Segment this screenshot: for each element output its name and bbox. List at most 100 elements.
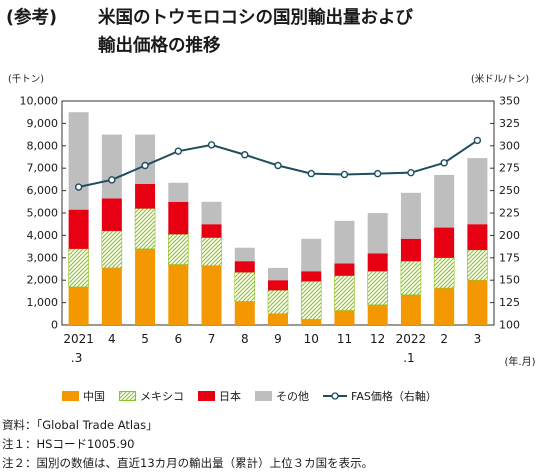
bar-mexico: [101, 230, 123, 269]
legend-label-fas: FAS価格（右軸）: [351, 390, 437, 403]
title-prefix: (参考): [6, 8, 57, 28]
legend-item-other: その他: [255, 388, 309, 404]
note-2: 注２：国別の数値は、直近13カ月の輸出量（累計）上位３カ国を表示。: [2, 456, 374, 470]
left-tick-label: 0: [51, 319, 58, 332]
fas-price-point: [307, 169, 315, 178]
bar-other: [135, 134, 156, 184]
legend-label-other: その他: [276, 390, 309, 403]
notes: 資料：「Global Trade Atlas」 注１：HSコード1005.90 …: [2, 416, 373, 473]
left-tick-label: 1,000: [27, 296, 59, 309]
x-tick-label: 7: [208, 332, 216, 346]
fas-price-point: [207, 141, 216, 149]
bar-china: [101, 267, 122, 325]
bar-mexico: [201, 237, 222, 266]
bar-other: [400, 192, 421, 239]
x-tick-label: 10: [304, 332, 319, 346]
right-tick-label: 150: [499, 274, 520, 287]
x-tick-label: 2022: [396, 332, 427, 346]
left-tick-label: 3,000: [27, 251, 59, 264]
x-tick-label: 5: [141, 332, 149, 346]
right-tick-label: 125: [499, 296, 520, 309]
bar-japan: [68, 209, 89, 249]
bar-japan: [101, 198, 122, 231]
left-axis-unit: (千トン): [8, 74, 44, 85]
bar-china: [400, 294, 421, 325]
bar-china: [135, 248, 156, 325]
bar-japan: [201, 224, 222, 238]
right-tick-label: 300: [499, 139, 520, 152]
x-tick-label: 2: [440, 332, 448, 346]
right-axis-unit: (米ドル/トン): [471, 74, 530, 85]
fas-price-point: [174, 147, 183, 155]
x-tick-label: 11: [337, 332, 352, 346]
bar-other: [201, 201, 222, 225]
legend: 中国 メキシコ 日本 その他 FAS価格（右軸）: [62, 388, 437, 404]
legend-swatch-other: [255, 391, 272, 401]
right-tick-label: 175: [499, 251, 520, 264]
bar-other: [234, 247, 255, 262]
left-tick-label: 7,000: [27, 162, 59, 175]
left-tick-label: 10,000: [20, 95, 59, 108]
bar-japan: [168, 201, 189, 235]
right-tick-label: 100: [499, 319, 520, 332]
fas-price-point: [108, 176, 116, 184]
left-tick-label: 6,000: [27, 184, 59, 197]
title-line2: 輸出価格の推移: [98, 36, 221, 56]
x-tick-label: .3: [71, 351, 82, 365]
bar-mexico: [68, 248, 89, 288]
legend-swatch-mexico: [119, 391, 136, 401]
bar-mexico: [367, 270, 388, 306]
right-tick-label: 200: [499, 229, 520, 242]
bar-japan: [135, 183, 156, 209]
fas-price-point: [340, 170, 349, 179]
legend-swatch-china: [62, 391, 79, 401]
fas-price-point: [141, 161, 149, 170]
x-tick-label: 9: [274, 332, 282, 346]
bar-mexico: [267, 289, 289, 315]
note-source: 資料：「Global Trade Atlas」: [2, 418, 158, 432]
legend-swatch-fas: [323, 392, 347, 400]
bar-other: [434, 174, 455, 228]
bar-mexico: [467, 249, 488, 281]
fas-price-point: [274, 161, 282, 170]
bar-other: [467, 158, 488, 225]
fas-price-point: [440, 159, 448, 167]
left-tick-label: 2,000: [27, 274, 59, 287]
bar-other: [334, 220, 355, 264]
legend-label-china: 中国: [83, 390, 105, 403]
bar-mexico: [134, 208, 156, 250]
left-tick-label: 5,000: [27, 207, 59, 220]
bar-china: [334, 310, 355, 325]
fas-price-point: [241, 151, 249, 159]
bar-china: [234, 301, 255, 325]
note-1: 注１：HSコード1005.90: [2, 437, 135, 451]
bar-japan: [400, 238, 421, 262]
fas-price-point: [74, 183, 83, 191]
bar-china: [367, 304, 388, 325]
bar-china: [268, 313, 288, 325]
x-tick-label: 6: [174, 332, 182, 346]
bar-mexico: [234, 272, 256, 302]
legend-label-mexico: メキシコ: [140, 390, 184, 403]
bar-japan: [301, 271, 322, 282]
legend-swatch-japan: [198, 391, 215, 401]
bar-other: [168, 182, 189, 202]
bar-japan: [467, 224, 488, 250]
bar-other: [301, 238, 322, 272]
legend-label-japan: 日本: [219, 390, 241, 403]
bar-japan: [334, 263, 355, 276]
bar-china: [168, 264, 189, 325]
x-tick-label: 8: [241, 332, 249, 346]
bar-other: [101, 134, 122, 199]
right-tick-label: 250: [499, 184, 520, 197]
legend-item-mexico: メキシコ: [119, 388, 184, 404]
x-tick-label: 3: [474, 332, 482, 346]
x-tick-label: 2021: [63, 332, 94, 346]
left-tick-label: 8,000: [27, 139, 59, 152]
bar-china: [201, 265, 222, 325]
right-tick-label: 275: [499, 162, 520, 175]
bar-japan: [434, 227, 455, 258]
bar-mexico: [334, 275, 355, 311]
title-line1: 米国のトウモロコシの国別輸出量および: [98, 8, 413, 28]
